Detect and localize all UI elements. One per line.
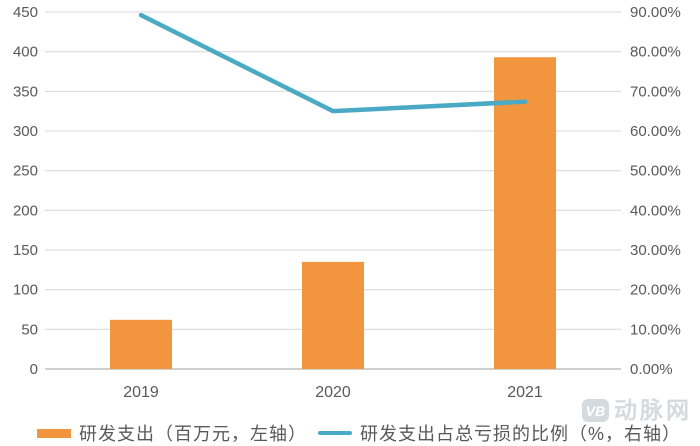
right-axis-tick: 40.00% (630, 202, 681, 219)
right-axis-tick: 90.00% (630, 4, 681, 21)
watermark-text: 动脉网 (614, 397, 692, 423)
bar-series-swatch (37, 428, 71, 438)
combo-chart: 0 50 100 150 200 250 300 350 400 450 0.00% 10.00% 20… (13, 4, 681, 401)
left-axis-tick: 400 (13, 44, 38, 61)
vcbeat-logo-icon: VB (582, 399, 609, 422)
watermark: VB 动脉网 (582, 399, 692, 422)
bar-2020 (302, 261, 364, 369)
x-axis-label-2019: 2019 (123, 384, 159, 401)
line-series-swatch (318, 431, 352, 435)
left-axis-tick: 200 (13, 202, 38, 219)
left-axis-tick: 0 (30, 361, 38, 378)
right-axis-tick: 10.00% (630, 321, 681, 338)
right-axis-tick: 50.00% (630, 163, 681, 180)
right-axis-tick: 30.00% (630, 242, 681, 259)
left-axis-tick: 150 (13, 242, 38, 259)
bar-2021 (494, 57, 556, 369)
left-axis-tick: 350 (13, 83, 38, 100)
left-axis-tick: 50 (21, 321, 38, 338)
right-axis-tick: 0.00% (630, 361, 673, 378)
right-axis-tick: 70.00% (630, 83, 681, 100)
right-axis-tick: 20.00% (630, 282, 681, 299)
bar-2019 (110, 319, 172, 369)
legend-label-rd-spend: 研发支出（百万元，左轴） (79, 424, 307, 444)
left-axis-tick: 450 (13, 4, 38, 21)
legend-item-loss-ratio: 研发支出占总亏损的比例（%，右轴） (318, 420, 681, 446)
right-axis-tick: 60.00% (630, 123, 681, 140)
chart-legend: 研发支出（百万元，左轴） 研发支出占总亏损的比例（%，右轴） (37, 420, 681, 446)
x-axis-label-2021: 2021 (507, 384, 543, 401)
ratio-trend-line (138, 12, 528, 114)
right-axis-tick: 80.00% (630, 44, 681, 61)
left-axis-tick: 300 (13, 123, 38, 140)
legend-item-rd-spend: 研发支出（百万元，左轴） (37, 420, 307, 446)
legend-label-loss-ratio: 研发支出占总亏损的比例（%，右轴） (360, 424, 682, 444)
left-axis-tick: 100 (13, 282, 38, 299)
left-axis-tick: 250 (13, 163, 38, 180)
x-axis-label-2020: 2020 (315, 384, 351, 401)
